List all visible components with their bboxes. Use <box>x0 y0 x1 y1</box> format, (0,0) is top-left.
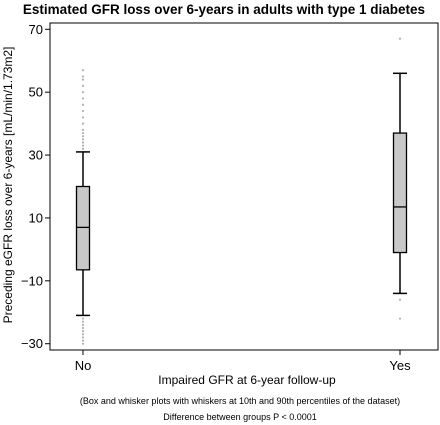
outlier-point <box>81 317 85 320</box>
outlier-point <box>81 103 85 106</box>
outlier-point <box>81 75 85 78</box>
note-whiskers: (Box and whisker plots with whiskers at … <box>80 396 400 406</box>
outlier-point <box>398 317 402 320</box>
outlier-point <box>81 326 85 330</box>
y-tick-label: −30 <box>21 336 43 351</box>
outlier-point <box>81 323 85 326</box>
outlier-point <box>81 330 85 333</box>
x-axis-label: Impaired GFR at 6-year follow-up <box>158 373 336 387</box>
plot-frame <box>49 22 439 351</box>
y-tick-label: 70 <box>29 22 43 37</box>
x-tick-label: Yes <box>389 358 411 373</box>
outlier-point <box>81 138 85 141</box>
outlier-point <box>81 135 85 138</box>
outlier-point <box>398 298 402 301</box>
chart-title: Estimated GFR loss over 6-years in adult… <box>23 2 425 17</box>
y-tick-label: 50 <box>29 85 43 100</box>
outlier-point <box>398 37 402 40</box>
boxes <box>75 37 408 345</box>
x-tick-label: No <box>75 358 92 373</box>
outlier-point <box>81 342 85 345</box>
note-p-value: Difference between groups P < 0.0001 <box>163 412 317 422</box>
iqr-box <box>392 132 408 254</box>
outlier-point <box>81 141 85 144</box>
outlier-point <box>81 336 85 339</box>
outlier-point <box>81 78 85 81</box>
outlier-point <box>81 97 85 100</box>
outlier-point <box>81 122 85 125</box>
outlier-point <box>81 339 85 342</box>
box-yes <box>392 37 408 320</box>
outlier-point <box>81 69 85 72</box>
y-tick-label: 10 <box>29 210 43 225</box>
y-axis-label: Preceding eGFR loss over 6-years [mL/min… <box>1 47 15 324</box>
outlier-point <box>81 131 85 135</box>
outlier-point <box>81 147 85 150</box>
box-no <box>75 69 91 345</box>
outlier-point <box>81 144 85 147</box>
outlier-point <box>81 91 85 94</box>
outlier-point <box>81 109 85 113</box>
y-axis: −30 −10 10 30 50 70 <box>21 22 50 351</box>
outlier-point <box>81 116 85 119</box>
x-axis: No Yes <box>75 350 411 373</box>
y-tick-label: 30 <box>29 148 43 163</box>
outlier-point <box>81 320 85 323</box>
iqr-box <box>75 185 91 271</box>
outlier-point <box>81 128 85 132</box>
y-tick-label: −10 <box>21 273 43 288</box>
outlier-point <box>81 84 85 87</box>
outlier-point <box>81 333 85 336</box>
